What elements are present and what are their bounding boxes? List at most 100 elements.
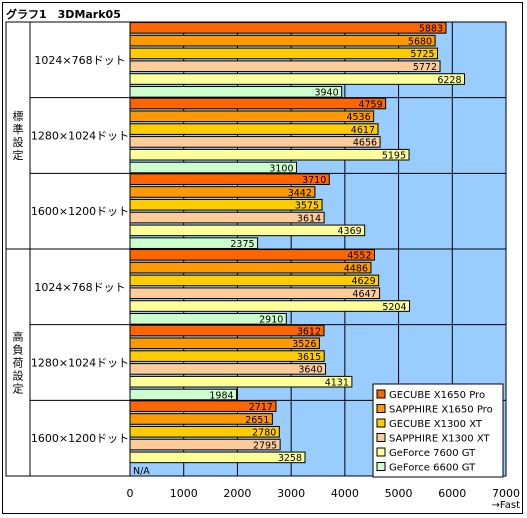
bar-value-label: 3940: [314, 88, 338, 99]
bar: [129, 110, 375, 123]
x-tick-label: 4000: [331, 487, 359, 500]
bar-value-label: 2375: [230, 239, 254, 250]
bar-value-label: 3258: [278, 453, 302, 464]
bar: [129, 413, 273, 425]
bar-value-label: 3614: [297, 213, 321, 224]
bar-value-label: 5204: [382, 302, 406, 313]
bar-value-label: 4369: [337, 226, 361, 237]
bar: [129, 97, 387, 110]
x-tick-label: 6000: [438, 487, 466, 500]
bar: [129, 274, 380, 287]
bar-value-label: 4617: [351, 125, 375, 136]
bar: [129, 287, 381, 300]
bar: [129, 198, 323, 211]
bar: [129, 438, 281, 451]
group-label-char: 設: [13, 135, 24, 149]
legend-label: GECUBE X1300 XT: [389, 419, 483, 430]
legend-swatch: [376, 447, 386, 457]
bar-value-label: 5195: [382, 151, 406, 162]
bar: [129, 300, 411, 312]
bar: [129, 350, 325, 362]
x-tick-label: 5000: [385, 487, 413, 500]
bar: [129, 400, 277, 412]
bar-value-label: 2651: [245, 415, 269, 426]
bar: [129, 313, 287, 325]
bar: [129, 211, 325, 224]
x-tick-label: 0: [127, 487, 134, 500]
legend-swatch: [376, 404, 386, 413]
category-label: 1024×768ドット: [34, 54, 125, 67]
bar-value-label: 2717: [249, 402, 273, 413]
bar-value-label: 4656: [353, 138, 377, 149]
group-label-char: 定: [13, 382, 24, 396]
category-label: 1600×1200ドット: [31, 432, 129, 445]
category-label: 1280×1024ドット: [31, 357, 129, 370]
group-label-char: 定: [13, 148, 24, 162]
x-unit-label: →Fast: [492, 500, 521, 511]
bar: [129, 237, 259, 249]
bar: [129, 173, 330, 185]
bar-value-label: 3575: [295, 201, 319, 212]
bar: [129, 261, 372, 274]
bar: [129, 60, 441, 73]
bar: [129, 161, 298, 174]
legend-box: [372, 383, 504, 478]
legend-swatch: [376, 418, 386, 428]
bar-value-label: 2910: [259, 315, 283, 326]
bar-value-label: 6228: [437, 75, 461, 86]
chart-title: グラフ1 3DMark05: [6, 8, 121, 21]
bar: [129, 136, 381, 148]
bar-value-label: 3615: [297, 352, 321, 363]
bar: [129, 148, 410, 161]
bar: [129, 73, 466, 85]
bar-value-label: 3526: [292, 339, 316, 350]
bar-value-label: 4759: [358, 99, 382, 110]
category-label: 1024×768ドット: [34, 281, 125, 294]
legend-label: GeForce 7600 GT: [389, 448, 476, 459]
bar-value-label: 5883: [419, 24, 443, 35]
legend-label: GeForce 6600 GT: [389, 463, 476, 474]
bar: [129, 324, 325, 337]
legend-label: SAPPHIRE X1650 Pro: [389, 405, 493, 416]
bar-value-label: 2780: [252, 428, 276, 439]
bar: [129, 425, 280, 438]
category-label: 1280×1024ドット: [31, 130, 129, 143]
bar: [129, 86, 343, 98]
group-label-char: 負: [13, 344, 24, 357]
group-label-char: 荷: [13, 357, 24, 370]
legend-swatch: [376, 389, 386, 399]
bar-value-label: 4552: [347, 251, 371, 262]
group-label-char: 準: [13, 122, 24, 136]
bar: [129, 337, 320, 350]
bar-value-label: 4647: [352, 289, 376, 300]
x-tick-label: 3000: [277, 487, 305, 500]
bar-value-label: 4131: [325, 378, 349, 389]
bar-value-label: 3442: [288, 188, 312, 199]
bar-value-label: 4629: [351, 276, 375, 287]
legend-swatch: [376, 462, 386, 471]
legend-label: GECUBE X1650 Pro: [389, 390, 485, 401]
bar: [129, 22, 447, 34]
bar-value-label: 3612: [297, 326, 321, 337]
bar-value-label: 3100: [269, 163, 293, 174]
bar-value-label: 4486: [344, 263, 368, 274]
bar-value-label: 5680: [408, 36, 432, 47]
group-label-char: 標: [13, 109, 24, 123]
legend-swatch: [376, 433, 386, 442]
group-label-char: 設: [13, 369, 24, 383]
x-tick-label: 7000: [492, 487, 520, 500]
bar: [129, 451, 306, 464]
bar: [129, 363, 327, 375]
bar: [129, 388, 238, 401]
x-tick-label: 2000: [223, 487, 251, 500]
bar: [129, 47, 439, 60]
legend-label: SAPPHIRE X1300 XT: [389, 434, 491, 445]
bar: [129, 123, 379, 135]
category-label: 1600×1200ドット: [31, 205, 129, 218]
bar-value-label: 3640: [298, 365, 322, 376]
bar: [129, 224, 366, 237]
bar: [129, 249, 376, 261]
bar-value-label: 5725: [410, 49, 434, 60]
bar: [129, 186, 316, 198]
